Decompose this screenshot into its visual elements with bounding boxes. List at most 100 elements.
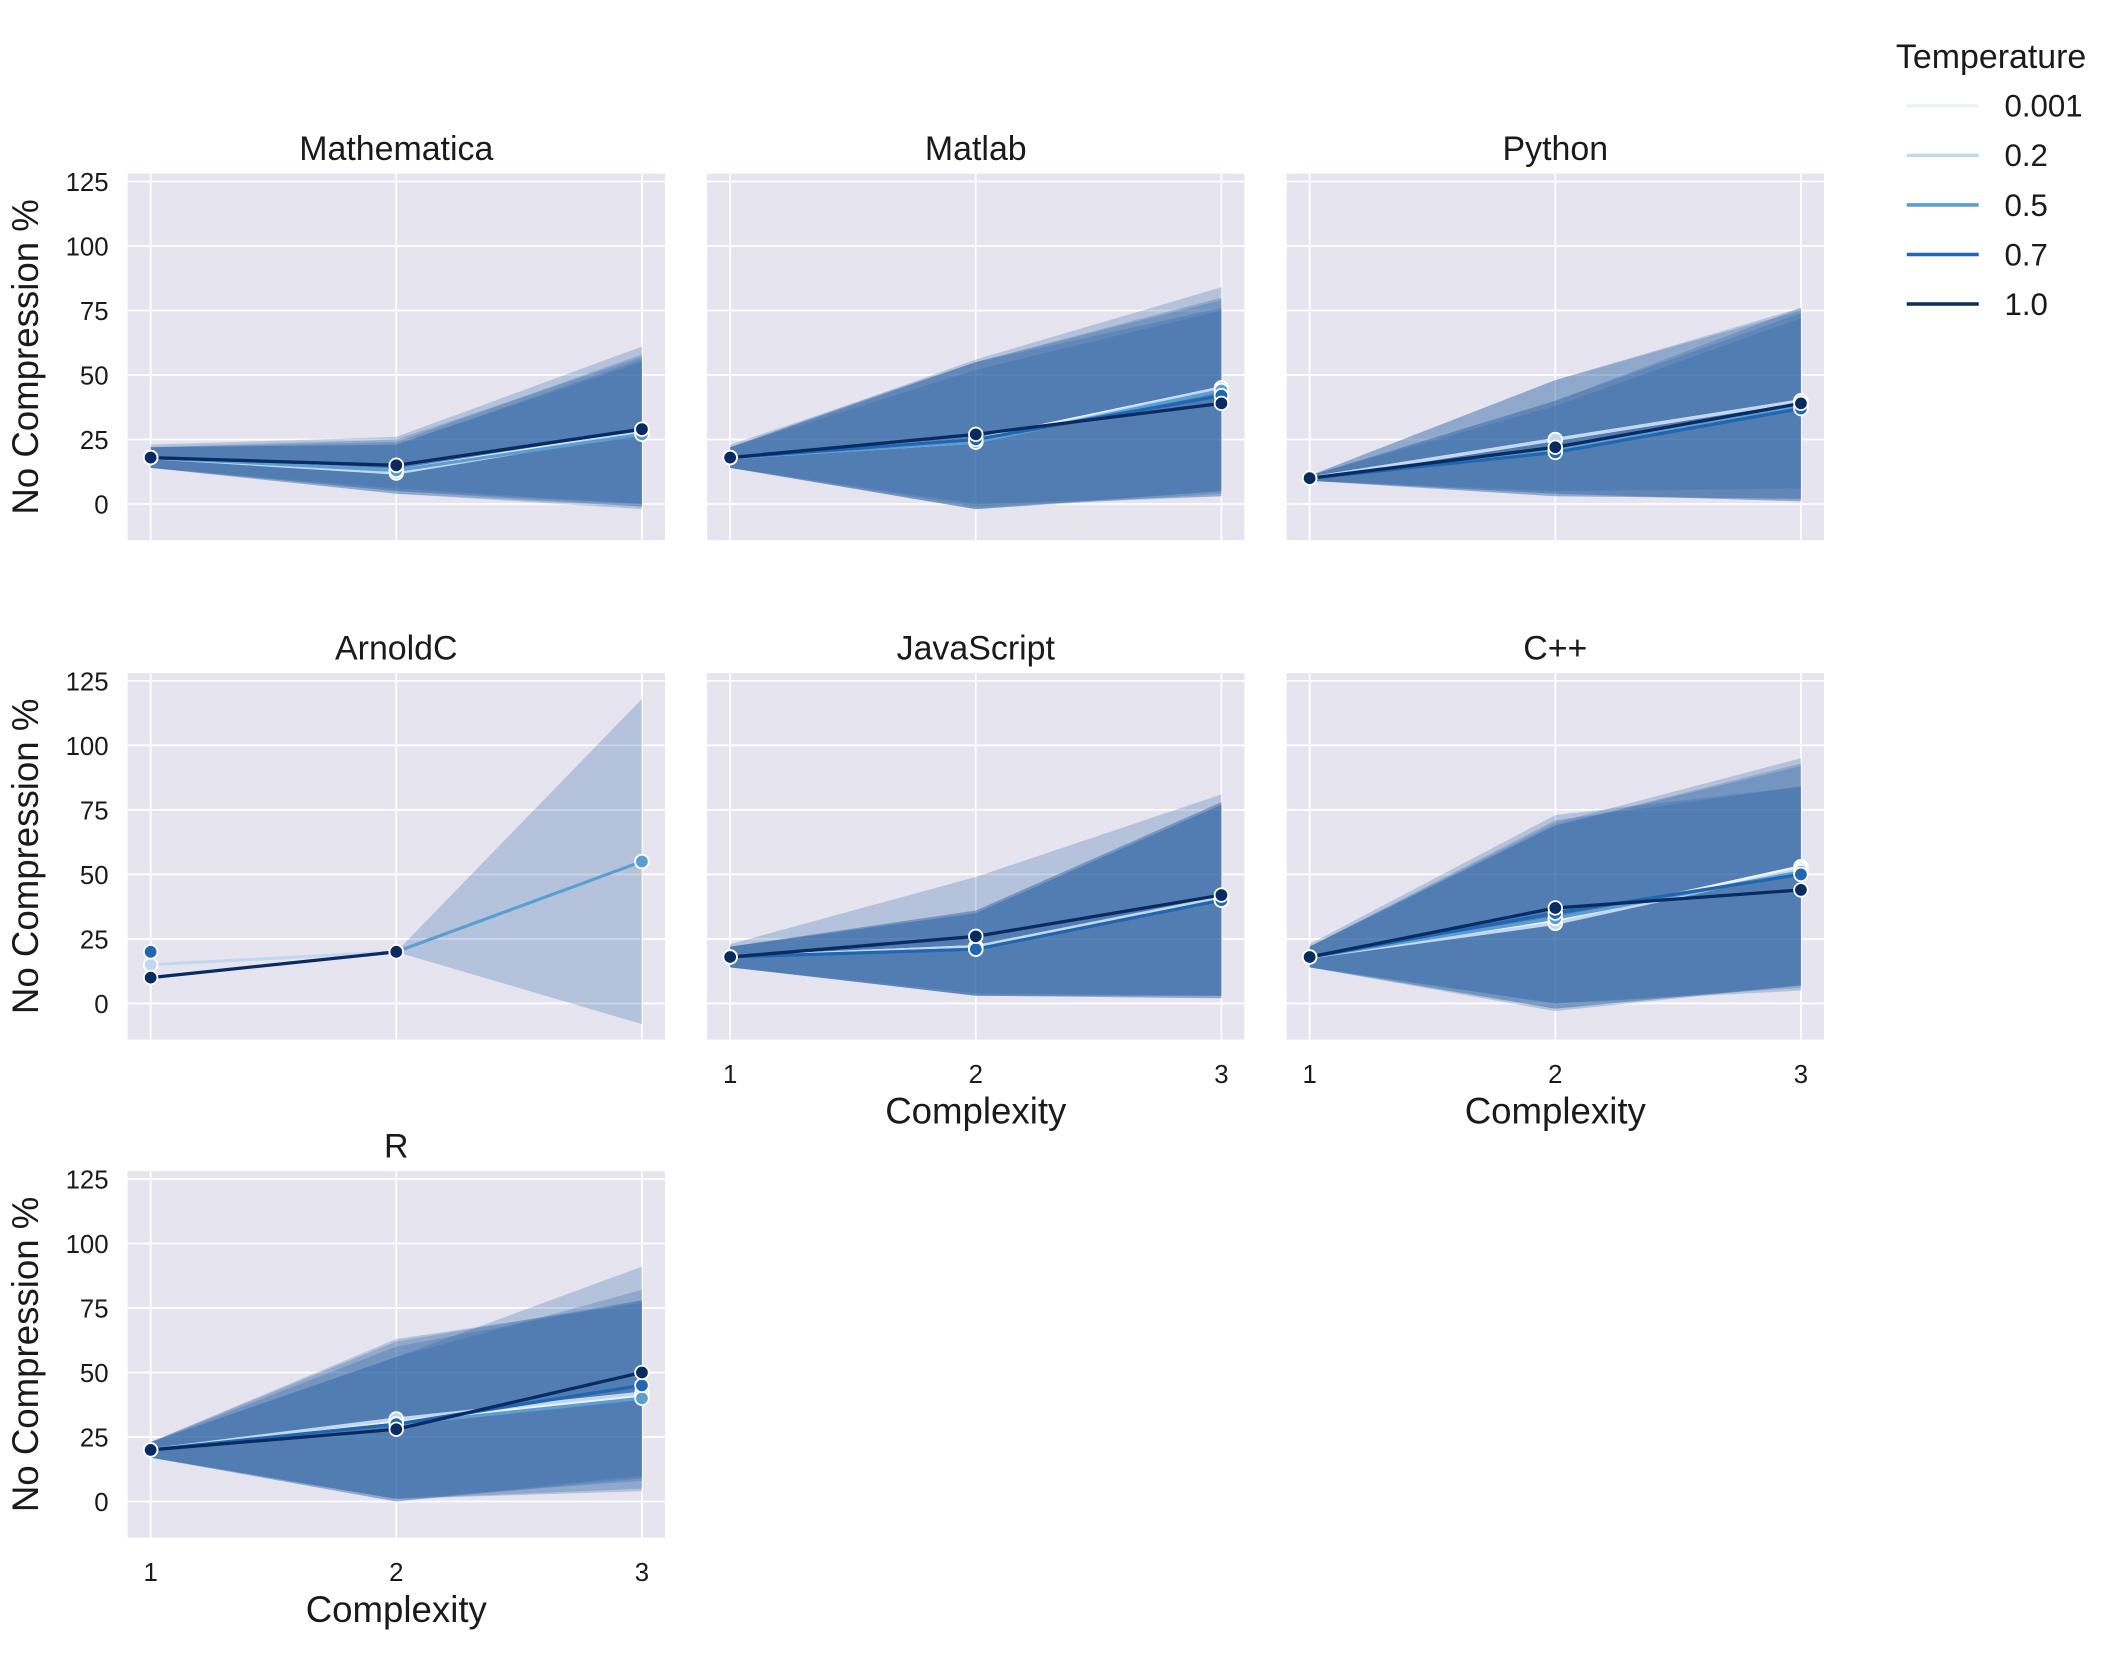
- y-tick-label: 50: [80, 1360, 109, 1388]
- data-point-1.0: [388, 944, 404, 960]
- series-line-1.0: [150, 950, 397, 980]
- facet-title: R: [384, 1128, 409, 1166]
- confidence-band-0.7: [1309, 786, 1801, 1004]
- data-point-1.0: [1301, 470, 1318, 486]
- data-point-1.0: [142, 1442, 159, 1458]
- data-point-1.0: [968, 426, 984, 443]
- y-tick-label: 100: [66, 733, 109, 761]
- data-point-0.7: [634, 1377, 650, 1394]
- y-axis-label: No Compression %: [5, 1197, 46, 1513]
- x-tick-label: 1: [143, 1559, 157, 1587]
- confidence-band-0.7: [1309, 318, 1801, 502]
- legend-label-0.7: 0.7: [2004, 237, 2047, 272]
- series-line-0.5: [395, 859, 643, 954]
- confidence-band-0.2: [1309, 310, 1801, 499]
- data-point-1.0: [1793, 882, 1809, 898]
- confidence-band-0.001: [1309, 758, 1801, 1012]
- confidence-band-0.001: [150, 354, 642, 507]
- x-axis-label: Complexity: [885, 1091, 1067, 1132]
- facet-title: Matlab: [925, 130, 1027, 168]
- confidence-band-0.2: [1309, 763, 1801, 1009]
- confidence-band-0.2: [730, 297, 1222, 510]
- confidence-band-0.001: [1309, 307, 1801, 499]
- panel-matlab: Matlab: [707, 130, 1245, 541]
- confidence-band-0.001: [730, 287, 1222, 510]
- data-point-1.0: [142, 969, 159, 986]
- data-point-1.0: [1547, 900, 1563, 916]
- legend-title: Temperature: [1896, 38, 2086, 76]
- y-tick-label: 75: [80, 298, 109, 326]
- x-tick-label: 3: [1794, 1061, 1808, 1089]
- data-point-1.0: [968, 928, 984, 945]
- confidence-band-0.001: [150, 1300, 642, 1499]
- confidence-band-0.2: [150, 1302, 642, 1499]
- legend-label-0.001: 0.001: [2004, 89, 2082, 124]
- x-tick-label: 1: [723, 1061, 737, 1089]
- data-point-0.5: [634, 1390, 650, 1406]
- y-tick-label: 100: [66, 1231, 109, 1259]
- confidence-band-0.7: [150, 1289, 642, 1502]
- y-tick-label: 100: [66, 233, 109, 261]
- confidence-band-0.2: [730, 802, 1222, 999]
- data-point-1.0: [1793, 395, 1809, 412]
- data-point-1.0: [634, 1364, 650, 1381]
- confidence-band-1.0: [1309, 786, 1801, 1004]
- data-point-1.0: [388, 457, 404, 473]
- data-point-0.7: [142, 944, 159, 960]
- data-point-1.0: [1547, 439, 1563, 455]
- y-tick-label: 25: [80, 1425, 109, 1453]
- y-tick-label: 25: [80, 427, 109, 455]
- confidence-band-0.2: [150, 359, 642, 507]
- facet-title: Python: [1503, 130, 1609, 168]
- y-tick-label: 125: [66, 1166, 109, 1194]
- data-point-1.0: [722, 449, 738, 466]
- y-axis-label: No Compression %: [5, 199, 46, 514]
- y-tick-label: 0: [94, 1489, 108, 1517]
- x-axis-label: Complexity: [1465, 1091, 1647, 1132]
- data-point-0.7: [1793, 866, 1809, 883]
- confidence-band-0.5: [150, 1300, 642, 1499]
- confidence-band-0.001: [150, 698, 642, 1025]
- confidence-band-0.5: [150, 362, 642, 510]
- y-tick-label: 75: [80, 797, 109, 825]
- y-tick-label: 0: [94, 492, 108, 520]
- data-point-1.0: [1213, 395, 1230, 412]
- panel-cpp: C++ 1 2 3 Complexity: [1286, 630, 1824, 1132]
- data-point-1.0: [722, 949, 738, 965]
- data-point-0.5: [634, 853, 650, 870]
- data-point-1.0: [1301, 949, 1318, 965]
- facet-title: JavaScript: [897, 630, 1056, 668]
- confidence-band-0.5: [730, 300, 1222, 510]
- x-tick-label: 3: [1214, 1061, 1228, 1089]
- y-tick-label: 75: [80, 1295, 109, 1323]
- y-tick-label: 50: [80, 362, 109, 390]
- legend-label-0.2: 0.2: [2004, 138, 2047, 173]
- y-axis-label: No Compression %: [5, 699, 46, 1015]
- x-tick-label: 2: [969, 1061, 983, 1089]
- confidence-band-0.5: [1309, 313, 1801, 502]
- data-point-1.0: [1213, 887, 1230, 903]
- x-tick-label: 2: [1548, 1061, 1562, 1089]
- panel-r: R 0 25 50 75 100 125 No Compression % 1 2 3 Complex…: [5, 1128, 665, 1630]
- legend-label-1.0: 1.0: [2004, 287, 2047, 322]
- y-tick-label: 25: [80, 926, 109, 954]
- data-point-0.7: [968, 941, 984, 957]
- y-tick-label: 125: [66, 169, 109, 197]
- x-tick-label: 3: [635, 1559, 649, 1587]
- data-point-0.2: [142, 957, 159, 973]
- panel-python: Python: [1286, 130, 1824, 541]
- y-tick-label: 50: [80, 862, 109, 890]
- panel-arnoldc: ArnoldC 0 25 50 75 100 125 No Compression %: [5, 630, 665, 1040]
- facet-title: Mathematica: [299, 130, 493, 168]
- y-tick-label: 125: [66, 668, 109, 696]
- confidence-band-0.7: [730, 310, 1222, 507]
- panel-mathematica: Mathematica 0 25 50 75 100 125 No Compression %: [5, 130, 665, 541]
- facet-title: ArnoldC: [335, 630, 457, 668]
- confidence-band-1.0: [150, 1266, 642, 1502]
- legend-label-0.5: 0.5: [2004, 188, 2047, 223]
- confidence-band-1.0: [1309, 307, 1801, 492]
- confidence-band-0.001: [730, 802, 1222, 999]
- data-point-1.0: [634, 421, 650, 437]
